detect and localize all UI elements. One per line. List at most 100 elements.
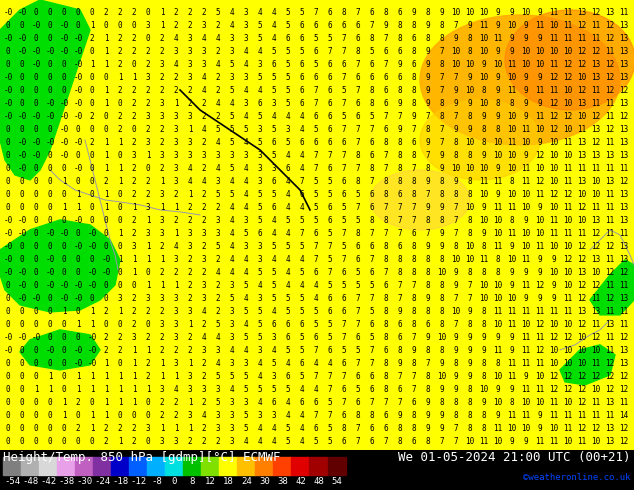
Text: 10: 10 bbox=[493, 151, 503, 160]
Text: 6: 6 bbox=[370, 74, 374, 82]
Text: 6: 6 bbox=[314, 48, 318, 56]
Text: 6: 6 bbox=[356, 398, 360, 407]
Text: 0: 0 bbox=[61, 269, 67, 277]
Text: 12: 12 bbox=[578, 22, 586, 30]
Text: 1: 1 bbox=[132, 359, 136, 368]
Text: 11: 11 bbox=[521, 385, 531, 394]
Text: 3: 3 bbox=[272, 411, 276, 420]
Text: 5: 5 bbox=[216, 398, 220, 407]
Text: 9: 9 bbox=[454, 346, 458, 355]
Text: 11: 11 bbox=[578, 411, 586, 420]
Text: 13: 13 bbox=[578, 8, 586, 18]
Text: 3: 3 bbox=[146, 229, 150, 239]
Text: 4: 4 bbox=[216, 34, 220, 44]
Text: 1: 1 bbox=[132, 255, 136, 265]
Text: 11: 11 bbox=[479, 177, 489, 186]
Text: 4: 4 bbox=[300, 151, 304, 160]
Text: 12: 12 bbox=[578, 294, 586, 303]
Text: 6: 6 bbox=[328, 203, 332, 213]
Text: 11: 11 bbox=[592, 165, 600, 173]
Text: 7: 7 bbox=[370, 22, 374, 30]
Text: 0: 0 bbox=[132, 60, 136, 70]
Text: 5: 5 bbox=[216, 372, 220, 381]
Text: -0: -0 bbox=[17, 139, 27, 147]
Text: 2: 2 bbox=[160, 269, 164, 277]
Text: 5: 5 bbox=[272, 48, 276, 56]
Text: 13: 13 bbox=[592, 217, 600, 225]
Text: 5: 5 bbox=[300, 372, 304, 381]
Text: 11: 11 bbox=[605, 112, 614, 122]
Text: -0: -0 bbox=[31, 60, 41, 70]
Text: 13: 13 bbox=[605, 151, 614, 160]
Text: 9: 9 bbox=[440, 424, 444, 433]
Text: 12: 12 bbox=[592, 229, 600, 239]
Text: 6: 6 bbox=[411, 60, 417, 70]
Text: 5: 5 bbox=[286, 48, 290, 56]
Text: 1: 1 bbox=[75, 203, 81, 213]
Text: 6: 6 bbox=[398, 8, 403, 18]
Text: 10: 10 bbox=[564, 281, 573, 291]
Text: 12: 12 bbox=[578, 281, 586, 291]
Text: 9: 9 bbox=[482, 203, 486, 213]
Text: 5: 5 bbox=[300, 217, 304, 225]
Text: 1: 1 bbox=[104, 398, 108, 407]
Text: 11: 11 bbox=[578, 125, 586, 134]
Text: 3: 3 bbox=[160, 151, 164, 160]
Text: -0: -0 bbox=[60, 125, 68, 134]
Text: 12: 12 bbox=[619, 112, 629, 122]
Text: 1: 1 bbox=[118, 74, 122, 82]
Text: 2: 2 bbox=[160, 243, 164, 251]
Text: 0: 0 bbox=[20, 372, 24, 381]
Text: 2: 2 bbox=[216, 307, 220, 317]
Text: 9: 9 bbox=[468, 74, 472, 82]
Text: 9: 9 bbox=[510, 346, 514, 355]
Text: 0: 0 bbox=[75, 333, 81, 343]
Text: 12: 12 bbox=[592, 112, 600, 122]
Text: 6: 6 bbox=[342, 22, 346, 30]
Text: 3: 3 bbox=[202, 60, 206, 70]
Text: 4: 4 bbox=[300, 112, 304, 122]
Text: 11: 11 bbox=[507, 60, 517, 70]
Text: 1: 1 bbox=[188, 125, 192, 134]
Text: 9: 9 bbox=[482, 60, 486, 70]
Text: 0: 0 bbox=[146, 8, 150, 18]
Text: -0: -0 bbox=[3, 74, 13, 82]
Text: 3: 3 bbox=[146, 294, 150, 303]
Text: 11: 11 bbox=[564, 307, 573, 317]
Text: -0: -0 bbox=[74, 112, 82, 122]
Text: 8: 8 bbox=[411, 320, 417, 329]
Text: 11: 11 bbox=[507, 320, 517, 329]
Text: 3: 3 bbox=[160, 191, 164, 199]
Text: 2: 2 bbox=[132, 177, 136, 186]
Text: 0: 0 bbox=[61, 359, 67, 368]
Text: 3: 3 bbox=[257, 346, 262, 355]
Text: 4: 4 bbox=[243, 203, 249, 213]
Text: 12: 12 bbox=[564, 255, 573, 265]
Text: 2: 2 bbox=[216, 203, 220, 213]
Text: 0: 0 bbox=[118, 320, 122, 329]
Text: 1: 1 bbox=[118, 385, 122, 394]
Text: 0: 0 bbox=[20, 86, 24, 96]
Text: 11: 11 bbox=[507, 203, 517, 213]
Text: 11: 11 bbox=[521, 333, 531, 343]
Text: 5: 5 bbox=[342, 203, 346, 213]
Text: 6: 6 bbox=[328, 165, 332, 173]
Text: 12: 12 bbox=[578, 60, 586, 70]
Text: -0: -0 bbox=[3, 112, 13, 122]
Text: 6: 6 bbox=[272, 139, 276, 147]
Text: 4: 4 bbox=[257, 437, 262, 446]
Text: 0: 0 bbox=[48, 203, 53, 213]
Text: 7: 7 bbox=[328, 151, 332, 160]
Text: 0: 0 bbox=[20, 60, 24, 70]
Text: 11: 11 bbox=[507, 359, 517, 368]
Text: 5: 5 bbox=[300, 294, 304, 303]
Text: 2: 2 bbox=[104, 346, 108, 355]
Text: 10: 10 bbox=[564, 320, 573, 329]
Text: 5: 5 bbox=[230, 60, 235, 70]
Text: 1: 1 bbox=[118, 177, 122, 186]
Text: 4: 4 bbox=[243, 177, 249, 186]
Text: 6: 6 bbox=[398, 243, 403, 251]
Text: 2: 2 bbox=[202, 217, 206, 225]
Text: 9: 9 bbox=[398, 411, 403, 420]
Text: 4: 4 bbox=[300, 281, 304, 291]
